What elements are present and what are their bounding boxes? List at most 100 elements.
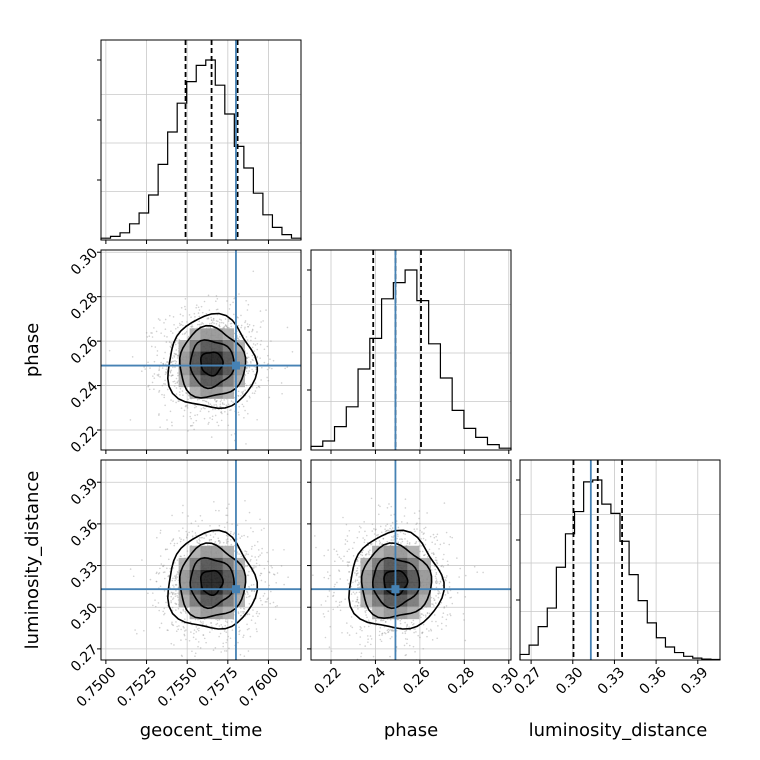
panel-frame (100, 39, 302, 241)
sample-point (240, 395, 242, 397)
sample-point (158, 369, 160, 372)
sample-point (174, 362, 177, 365)
sample-point (238, 405, 241, 408)
density-cell (233, 351, 245, 364)
sample-point (157, 375, 160, 377)
sample-point (148, 384, 150, 387)
sample-point (202, 634, 204, 636)
sample-point (161, 367, 164, 369)
sample-point (406, 638, 409, 641)
sample-point (305, 608, 307, 610)
sample-point (240, 324, 243, 327)
sample-point (420, 613, 422, 615)
sample-point (428, 612, 431, 615)
sample-point (173, 586, 175, 588)
x-axis-label-luminosity-distance: luminosity_distance (529, 720, 708, 741)
sample-point (218, 618, 221, 621)
sample-point (449, 613, 451, 615)
contour-line (179, 542, 247, 620)
sample-point (314, 535, 316, 537)
sample-point (163, 396, 166, 399)
sample-point (163, 607, 166, 610)
truth-marker (231, 585, 240, 594)
density-cell (211, 351, 224, 364)
sample-point (177, 628, 179, 631)
y-tick-label: 0.39 (68, 475, 101, 508)
sample-point (201, 623, 204, 626)
sample-point (359, 636, 362, 638)
sample-point (388, 503, 390, 505)
sample-point (263, 527, 265, 530)
sample-point (360, 627, 362, 629)
sample-point (226, 300, 228, 302)
sample-point (340, 557, 342, 560)
sample-point (154, 599, 156, 601)
sample-point (170, 375, 173, 377)
scatter-panel-geocent_time-phase: 0.22 0.24 0.26 0.28 0.30 (68, 245, 302, 456)
sample-point (401, 540, 404, 543)
contour-line (199, 351, 224, 377)
sample-point (209, 525, 211, 527)
sample-point (201, 311, 204, 314)
sample-point (249, 396, 251, 399)
sample-point (359, 628, 362, 631)
sample-point (218, 324, 221, 326)
sample-point (435, 571, 438, 574)
sample-point (385, 525, 387, 527)
sample-point (357, 586, 359, 589)
x-axis-label-geocent-time: geocent_time (140, 720, 263, 741)
sample-point (195, 405, 198, 408)
sample-point (172, 597, 175, 599)
sample-point (217, 539, 220, 542)
sample-point (272, 573, 275, 575)
sample-point (415, 631, 417, 633)
sample-point (261, 552, 263, 554)
sample-point (170, 330, 172, 332)
sample-point (245, 367, 248, 370)
sample-point (168, 592, 171, 595)
sample-point (151, 592, 154, 594)
sample-point (456, 592, 459, 594)
sample-point (244, 554, 246, 557)
sample-point (246, 339, 249, 341)
sample-point (158, 414, 160, 416)
sample-point (199, 514, 202, 517)
sample-point (174, 602, 177, 605)
sample-point (171, 624, 174, 626)
sample-point (171, 360, 174, 363)
sample-point (404, 630, 406, 633)
y-tick-label: 0.30 (68, 600, 101, 633)
sample-point (246, 564, 249, 567)
y-tick-label: 0.24 (68, 378, 101, 411)
sample-point (194, 520, 197, 522)
sample-point (438, 582, 441, 585)
sample-point (254, 556, 257, 558)
sample-point (256, 540, 259, 543)
sample-point (415, 523, 417, 525)
sample-point (175, 349, 178, 351)
sample-point (216, 405, 218, 408)
sample-point (183, 634, 186, 637)
sample-point (257, 385, 260, 388)
sample-point (388, 530, 390, 532)
sample-point (327, 577, 330, 580)
sample-point (446, 575, 448, 577)
sample-point (175, 603, 178, 605)
sample-point (211, 321, 214, 324)
sample-point (237, 316, 239, 319)
sample-point (259, 574, 261, 577)
sample-point (238, 293, 240, 295)
sample-point (198, 538, 200, 541)
sample-point (431, 603, 433, 605)
sample-point (205, 534, 208, 536)
sample-point (336, 553, 339, 556)
sample-point (230, 434, 233, 436)
sample-point (254, 390, 257, 392)
sample-point (352, 591, 355, 594)
sample-point (198, 542, 201, 545)
histogram-step-geocent_time (100, 59, 302, 240)
sample-point (226, 538, 229, 541)
contour-line (371, 556, 421, 610)
x-tick-label: 0.7600 (236, 664, 282, 710)
density-cell (178, 363, 191, 376)
